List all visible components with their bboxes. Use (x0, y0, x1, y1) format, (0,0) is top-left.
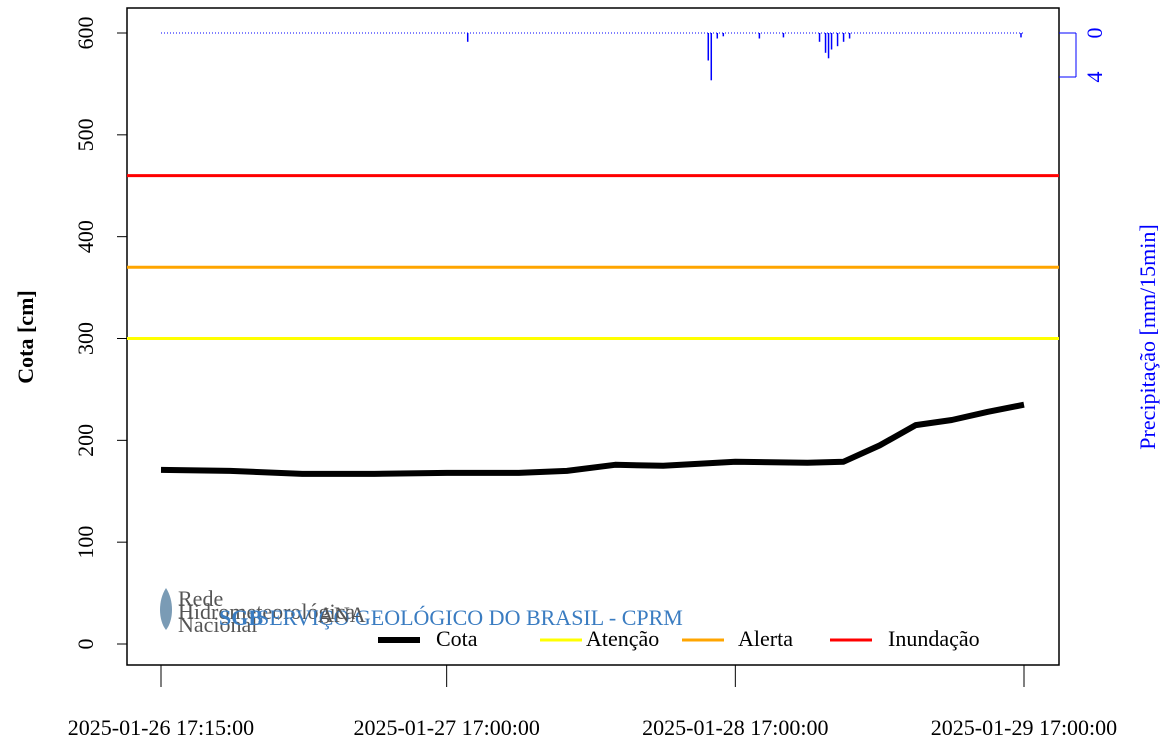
y-tick-label: 500 (73, 118, 98, 151)
cota-line (160, 401, 1025, 477)
y-tick-label: 600 (73, 17, 98, 50)
y-tick-label: 0 (73, 639, 98, 650)
x-tick-label: 2025-01-29 17:00:00 (931, 715, 1117, 740)
logo-text: Hidrometeorológica (178, 599, 355, 624)
y2-tick-label: 0 (1082, 28, 1107, 39)
y-tick-label: 100 (73, 526, 98, 559)
y-tick-label: 300 (73, 322, 98, 355)
y2-axis-label: Precipitação [mm/15min] (1135, 224, 1160, 449)
x-tick-label: 2025-01-27 17:00:00 (353, 715, 539, 740)
y-axis-label: Cota [cm] (13, 290, 38, 383)
logo-text: Nacional (178, 612, 257, 637)
legend-label: Inundação (888, 626, 980, 651)
logo-text: SERVIÇO GEOLÓGICO DO BRASIL - CPRM (257, 605, 683, 630)
legend-label: Alerta (738, 626, 793, 651)
y-tick-label: 400 (73, 220, 98, 253)
logo-text: Rede (178, 586, 223, 611)
x-tick-label: 2025-01-28 17:00:00 (642, 715, 828, 740)
logo: Rede Hidrometeorológica Nacional SGB SER… (160, 586, 683, 637)
y2-tick-label: 4 (1082, 72, 1107, 83)
y-tick-label: 200 (73, 424, 98, 457)
logo-drop (160, 588, 172, 630)
legend-label: Atenção (586, 626, 659, 651)
legend-label: Cota (436, 626, 478, 651)
logo-text: SGB (219, 605, 263, 630)
x-tick-label: 2025-01-26 17:15:00 (68, 715, 254, 740)
plot-frame (126, 7, 1060, 666)
logo-text: ANA (318, 602, 366, 627)
